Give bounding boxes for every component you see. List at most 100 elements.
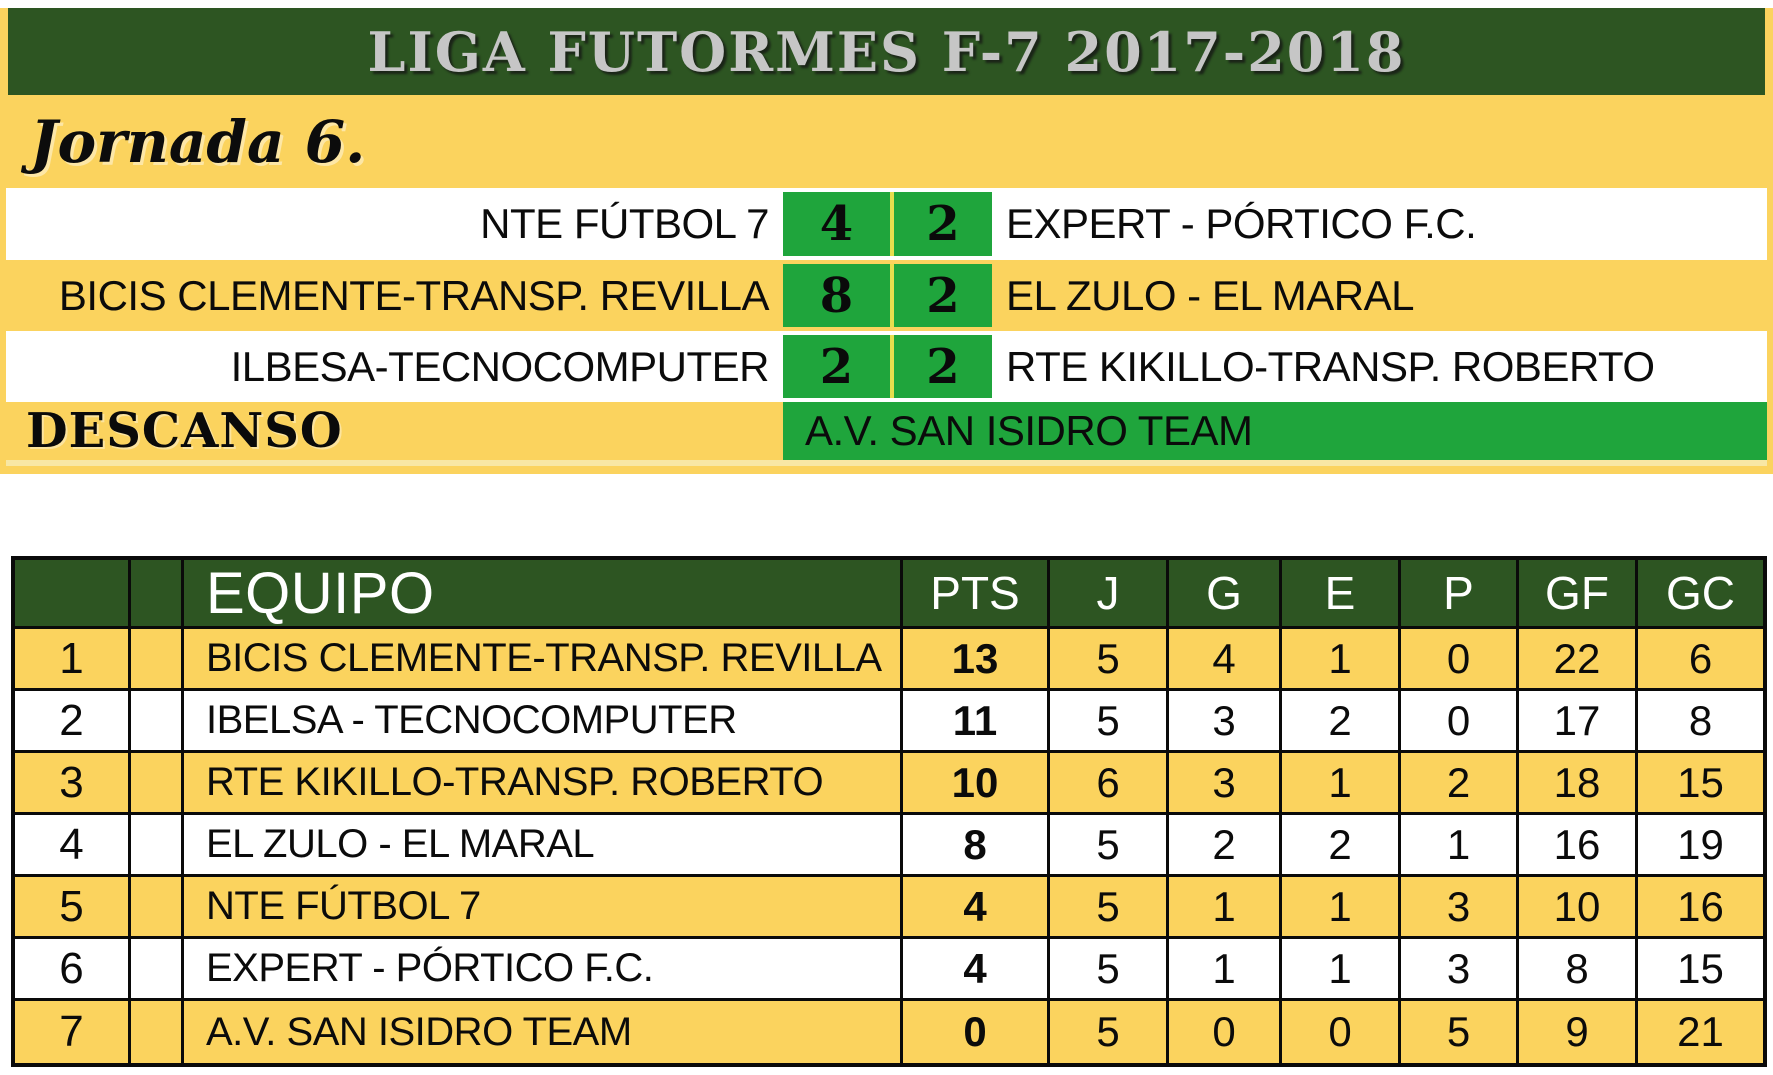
blank-cell: [131, 877, 184, 936]
table-row: 6 EXPERT - PÓRTICO F.C. 4 5 1 1 3 8 15: [15, 939, 1763, 1001]
goals-against: 21: [1677, 1008, 1724, 1055]
header-p: P: [1401, 560, 1519, 626]
home-score: 4: [783, 192, 890, 256]
jornada-band: Jornada 6.: [6, 95, 1767, 188]
goals-for: 16: [1519, 815, 1638, 874]
score-divider: [890, 335, 894, 398]
goals-against: 8: [1688, 696, 1713, 744]
table-row: 5 NTE FÚTBOL 7 4 5 1 1 3 10 16: [15, 877, 1763, 939]
played: 5: [1050, 629, 1169, 688]
played: 5: [1050, 939, 1169, 998]
score-divider: [890, 264, 894, 327]
blank-cell: [131, 939, 184, 998]
losses: 5: [1401, 1001, 1519, 1063]
losses: 3: [1401, 939, 1519, 998]
wins: 4: [1169, 629, 1282, 688]
wins: 1: [1169, 939, 1282, 998]
losses: 0: [1401, 691, 1519, 750]
team-name: IBELSA - TECNOCOMPUTER: [184, 691, 903, 750]
points: 11: [903, 691, 1050, 750]
losses: 3: [1401, 877, 1519, 936]
home-team: NTE FÚTBOL 7: [480, 200, 769, 247]
standings-table: EQUIPO PTS J G E P GF GC 1 BICIS CLEMENT…: [11, 556, 1767, 1067]
rest-row: DESCANSO A.V. SAN ISIDRO TEAM: [6, 402, 1767, 460]
league-title: LIGA FUTORMES F-7 2017-2018: [367, 19, 1406, 84]
header-e: E: [1282, 560, 1401, 626]
table-row: 7 A.V. SAN ISIDRO TEAM 0 5 0 0 5 9 21: [15, 1001, 1763, 1063]
played: 5: [1050, 877, 1169, 936]
table-row: 4 EL ZULO - EL MARAL 8 5 2 2 1 16 19: [15, 815, 1763, 877]
section-divider: [6, 460, 1767, 466]
team-name: NTE FÚTBOL 7: [184, 877, 903, 936]
goals-against: 6: [1688, 634, 1713, 682]
home-score: 8: [783, 264, 890, 327]
table-row: 2 IBELSA - TECNOCOMPUTER 11 5 3 2 0 17 8: [15, 691, 1763, 753]
away-score: 2: [894, 264, 992, 327]
header-j: J: [1050, 560, 1169, 626]
away-team: EXPERT - PÓRTICO F.C.: [1006, 200, 1477, 247]
losses: 1: [1401, 815, 1519, 874]
team-name: A.V. SAN ISIDRO TEAM: [184, 1001, 903, 1063]
position: 3: [15, 753, 131, 812]
position: 4: [15, 815, 131, 874]
away-score: 2: [894, 335, 992, 398]
blank-cell: [131, 815, 184, 874]
losses: 2: [1401, 753, 1519, 812]
position: 1: [15, 629, 131, 688]
blank-cell: [131, 691, 184, 750]
draws: 1: [1282, 753, 1401, 812]
jornada-section: LIGA FUTORMES F-7 2017-2018 Jornada 6. N…: [0, 8, 1773, 474]
points: 4: [903, 877, 1050, 936]
wins: 3: [1169, 753, 1282, 812]
header-equipo: EQUIPO: [184, 560, 903, 626]
goals-for: 8: [1519, 939, 1638, 998]
draws: 1: [1282, 939, 1401, 998]
blank-cell: [131, 629, 184, 688]
away-team: EL ZULO - EL MARAL: [1006, 271, 1415, 319]
goals-for: 17: [1519, 691, 1638, 750]
goals-for: 18: [1519, 753, 1638, 812]
table-row: 1 BICIS CLEMENTE-TRANSP. REVILLA 13 5 4 …: [15, 629, 1763, 691]
match-row-2: BICIS CLEMENTE-TRANSP. REVILLA 8 2 EL ZU…: [6, 260, 1767, 331]
home-team: ILBESA-TECNOCOMPUTER: [230, 342, 770, 390]
league-banner: LIGA FUTORMES F-7 2017-2018: [8, 8, 1765, 95]
rest-label: DESCANSO: [26, 403, 343, 459]
team-name: RTE KIKILLO-TRANSP. ROBERTO: [184, 753, 903, 812]
header-pos-blank: [15, 560, 131, 626]
goals-against: 19: [1677, 820, 1724, 868]
header-gf: GF: [1519, 560, 1638, 626]
match-row-3: ILBESA-TECNOCOMPUTER 2 2 RTE KIKILLO-TRA…: [6, 331, 1767, 402]
home-score: 2: [783, 335, 890, 398]
table-row: 3 RTE KIKILLO-TRANSP. ROBERTO 10 6 3 1 2…: [15, 753, 1763, 815]
position: 5: [15, 877, 131, 936]
standings-header-row: EQUIPO PTS J G E P GF GC: [15, 560, 1763, 629]
blank-cell: [131, 1001, 184, 1063]
jornada-label: Jornada 6.: [30, 107, 366, 176]
played: 5: [1050, 1001, 1169, 1063]
team-name: BICIS CLEMENTE-TRANSP. REVILLA: [184, 629, 903, 688]
goals-against: 16: [1677, 882, 1724, 930]
header-blank: [131, 560, 184, 626]
wins: 3: [1169, 691, 1282, 750]
played: 5: [1050, 815, 1169, 874]
score-divider: [890, 192, 894, 256]
away-score: 2: [894, 192, 992, 256]
away-team: RTE KIKILLO-TRANSP. ROBERTO: [1006, 342, 1655, 390]
goals-for: 10: [1519, 877, 1638, 936]
position: 7: [15, 1001, 131, 1063]
goals-against: 15: [1677, 758, 1724, 806]
draws: 1: [1282, 629, 1401, 688]
header-pts: PTS: [903, 560, 1050, 626]
goals-for: 9: [1519, 1001, 1638, 1063]
team-name: EXPERT - PÓRTICO F.C.: [184, 939, 903, 998]
position: 2: [15, 691, 131, 750]
rest-label-cell: DESCANSO: [6, 402, 783, 460]
played: 6: [1050, 753, 1169, 812]
wins: 0: [1169, 1001, 1282, 1063]
points: 13: [903, 629, 1050, 688]
played: 5: [1050, 691, 1169, 750]
team-name: EL ZULO - EL MARAL: [184, 815, 903, 874]
match-row-1: NTE FÚTBOL 7 4 2 EXPERT - PÓRTICO F.C.: [6, 188, 1767, 260]
header-g: G: [1169, 560, 1282, 626]
